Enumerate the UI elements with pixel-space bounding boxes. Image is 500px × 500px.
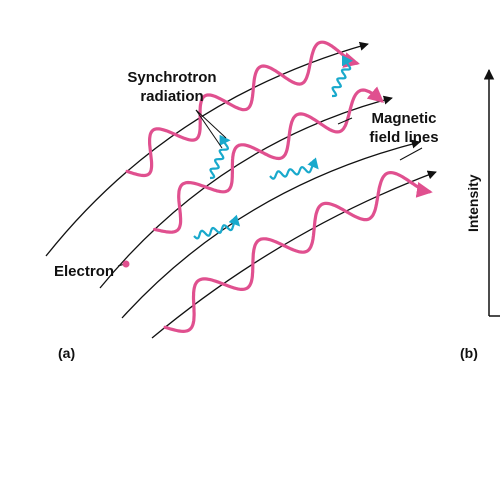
synchrotron-pointer-2 (195, 109, 227, 139)
magnetic-pointer-2 (399, 147, 423, 161)
panel-b-label: (b) (460, 345, 478, 361)
magnetic-field-lines (45, 41, 437, 339)
field-line-1 (45, 41, 369, 257)
synchrotron-pointer-1 (195, 109, 223, 149)
electron-path-3 (163, 170, 433, 334)
intensity-label: Intensity (465, 174, 481, 232)
field-line-3 (121, 139, 421, 319)
field-line-2 (99, 95, 393, 289)
field-line-4 (151, 170, 437, 339)
electron-paths (125, 40, 433, 334)
radiation-wave-1 (331, 55, 353, 98)
synchrotron-label-line1: Synchrotron (127, 69, 216, 86)
panel-a-label: (a) (58, 345, 75, 361)
magnetic-pointer-1 (337, 117, 353, 125)
radiation-wave-2 (209, 134, 231, 180)
radiation-wave-3 (269, 157, 319, 180)
electron-dot (122, 260, 130, 268)
electron-path-2 (153, 86, 385, 234)
magnetic-label-line2: field lines (369, 129, 438, 146)
electron-label: Electron (54, 263, 114, 280)
synchrotron-label-line2: radiation (140, 88, 203, 105)
radiation-wave-4 (193, 214, 241, 240)
electron-path-1 (125, 40, 360, 178)
synchrotron-radiation-waves (193, 55, 353, 240)
panel-b-axes: Intensity (465, 68, 500, 317)
magnetic-label-line1: Magnetic (371, 110, 436, 127)
